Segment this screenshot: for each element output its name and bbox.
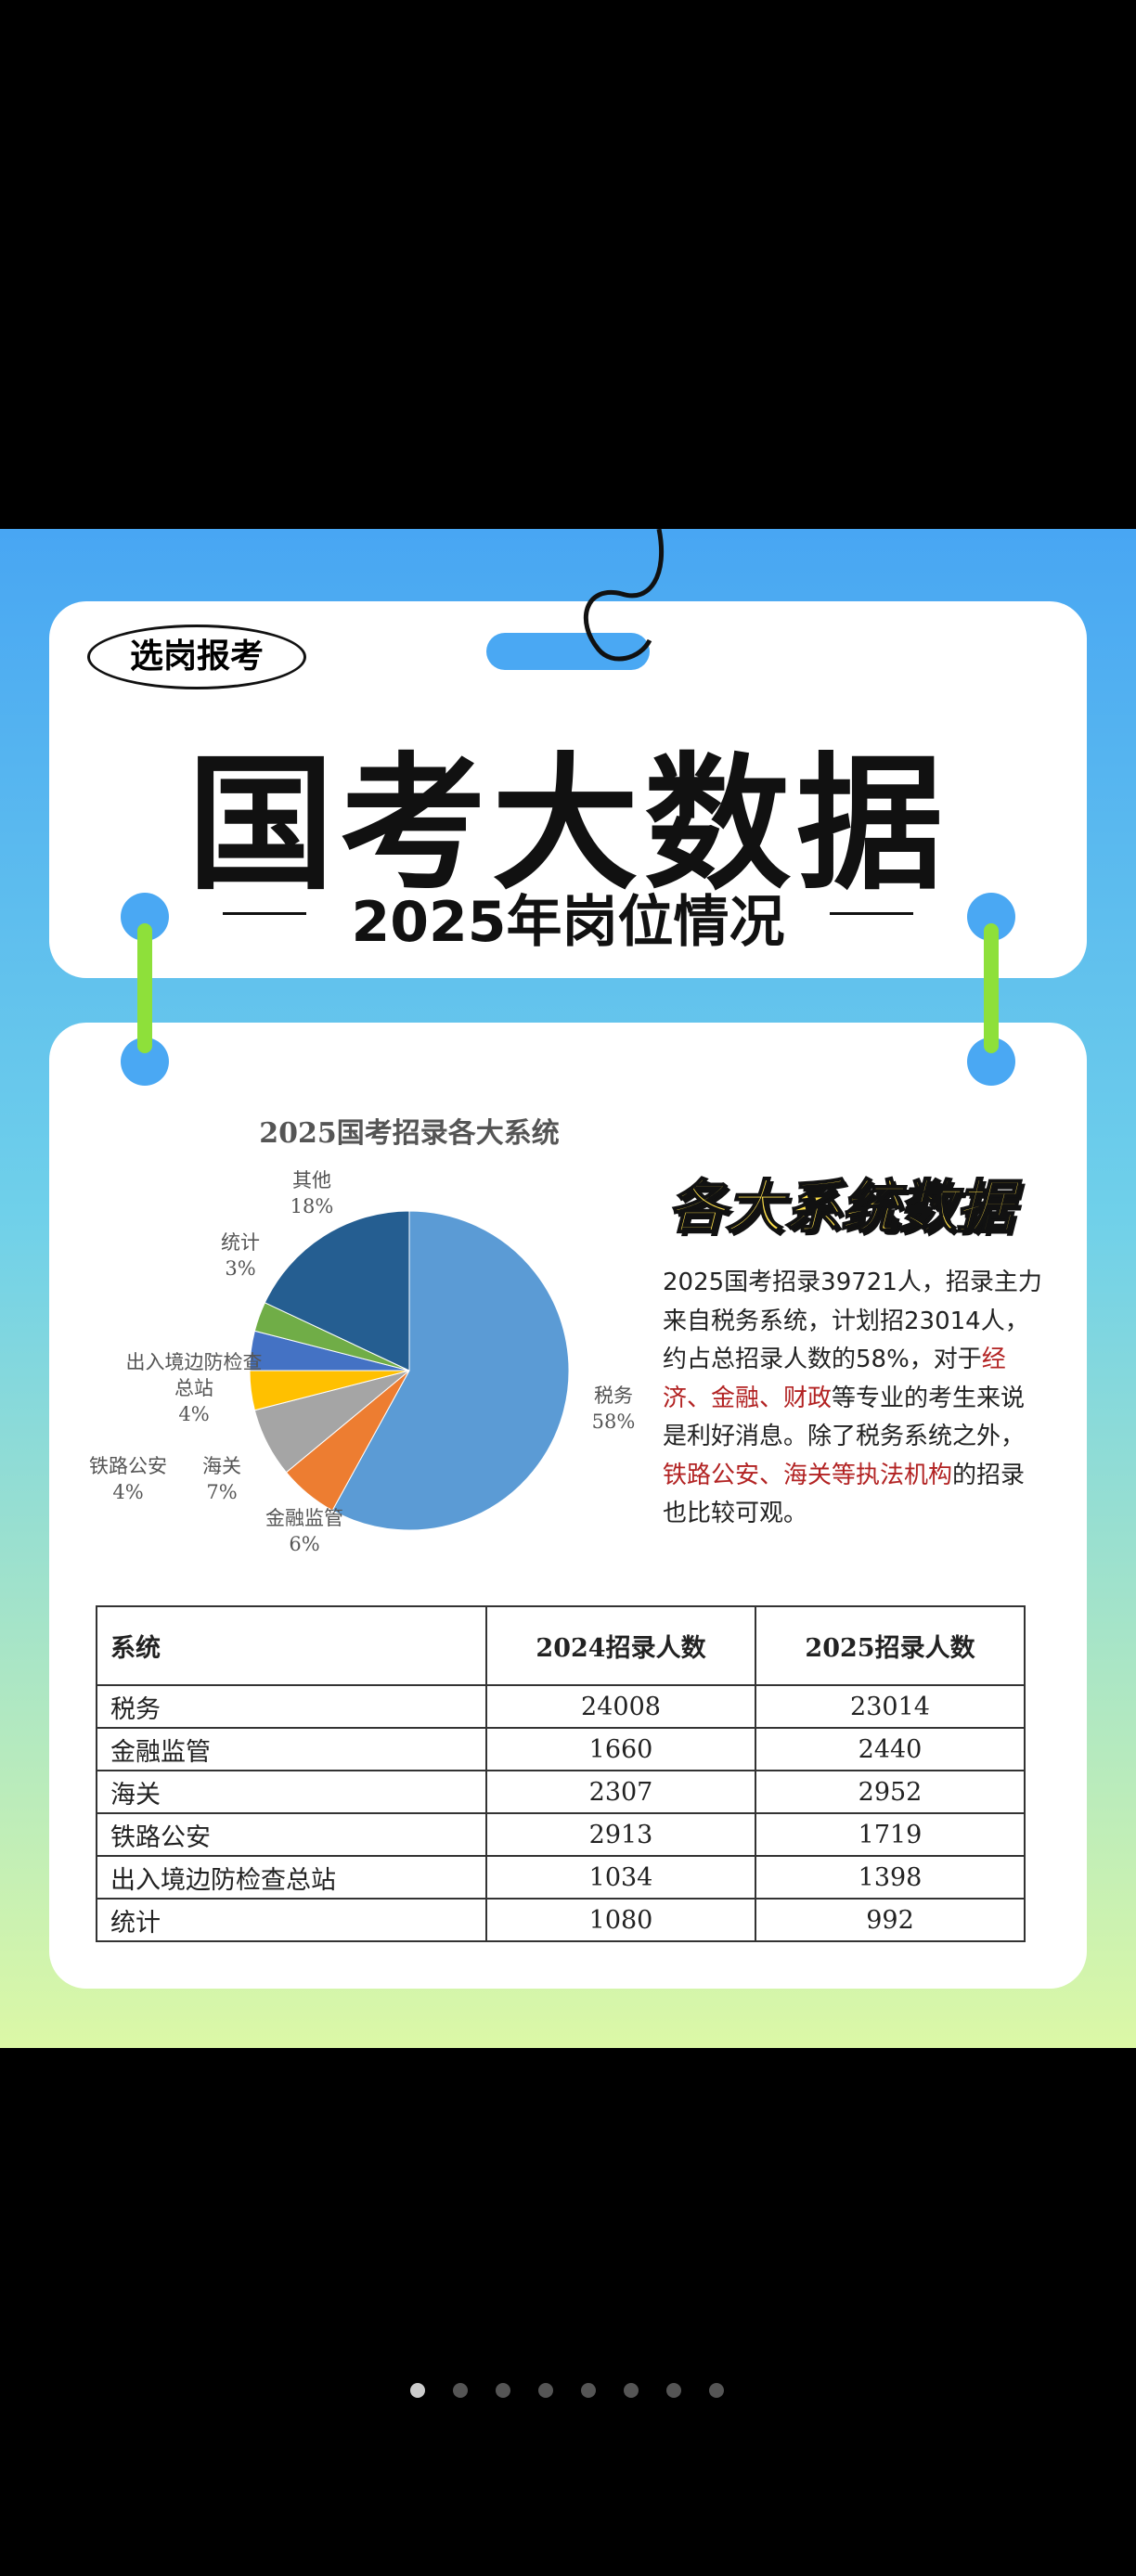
table-cell: 1080	[485, 1898, 756, 1942]
slice-percent: 4%	[178, 1403, 210, 1425]
page-dot	[538, 2383, 553, 2398]
table-cell: 1719	[755, 1812, 1026, 1857]
slice-name: 铁路公安	[89, 1455, 167, 1477]
page-dot	[410, 2383, 425, 2398]
slice-percent: 6%	[289, 1533, 320, 1555]
pie-label: 出入境边防检查总站 4%	[124, 1349, 264, 1427]
table-header: 2024招录人数	[485, 1605, 756, 1686]
slice-percent: 3%	[225, 1257, 256, 1280]
paragraph-segment: 等专业的考生来说是利好消息。除了税务系统之外，	[663, 1384, 1026, 1451]
slice-name: 统计	[221, 1231, 260, 1254]
table-cell: 出入境边防检查总站	[96, 1855, 487, 1900]
table-header: 系统	[96, 1605, 487, 1686]
pie-slice	[264, 1210, 410, 1372]
table-cell: 23014	[755, 1684, 1026, 1729]
table-cell: 1398	[755, 1855, 1026, 1900]
paragraph-segment: 的招录也比较可观。	[663, 1461, 1026, 1528]
pie-label: 金融监管 6%	[265, 1505, 343, 1557]
table-cell: 2913	[485, 1812, 756, 1857]
pie-slice	[331, 1210, 570, 1531]
table-row: 出入境边防检查总站 1034 1398	[96, 1855, 1026, 1900]
slice-name: 税务	[594, 1385, 633, 1407]
rule	[223, 912, 306, 915]
table-cell: 2440	[755, 1727, 1026, 1771]
table-cell: 海关	[96, 1770, 487, 1814]
table-row: 税务 24008 23014	[96, 1684, 1026, 1729]
slice-name: 金融监管	[265, 1507, 343, 1529]
data-table: 系统 2024招录人数 2025招录人数 税务 24008 23014 金融监管 1660 24…	[96, 1605, 1026, 1942]
slice-percent: 18%	[290, 1195, 334, 1217]
paragraph-segment: 2025国考招录39721人，招录主力来自税务系统，计划招23014人，约占总招…	[663, 1269, 1042, 1373]
page-dot	[666, 2383, 681, 2398]
title: 国考大数据	[187, 740, 949, 910]
hanger	[486, 633, 650, 670]
table-row: 统计 1080 992	[96, 1898, 1026, 1942]
slice-name: 出入境边防检查总站	[125, 1351, 263, 1399]
pie-label: 其他 18%	[290, 1167, 334, 1219]
pie-label: 税务 58%	[592, 1383, 636, 1435]
table-cell: 2307	[485, 1770, 756, 1814]
slice-name: 其他	[292, 1169, 331, 1191]
table-cell: 税务	[96, 1684, 487, 1729]
subtitle: 2025年岗位情况	[351, 890, 785, 955]
paragraph-segment: 经济、金融、财政	[663, 1346, 1006, 1412]
pie-label: 统计 3%	[221, 1230, 260, 1282]
section-title: 各大系统数据	[667, 1172, 1014, 1242]
table-cell: 992	[755, 1898, 1026, 1942]
table-row: 金融监管 1660 2440	[96, 1727, 1026, 1771]
table-cell: 2952	[755, 1770, 1026, 1814]
paragraph-segment: 铁路公安、海关等执法机构	[663, 1461, 953, 1489]
page-dot	[496, 2383, 510, 2398]
table-cell: 统计	[96, 1898, 487, 1942]
table-header: 2025招录人数	[755, 1605, 1026, 1686]
table-cell: 1660	[485, 1727, 756, 1771]
slice-percent: 7%	[206, 1481, 238, 1503]
page-dot	[581, 2383, 596, 2398]
slice-percent: 4%	[112, 1481, 144, 1503]
table-row: 铁路公安 2913 1719	[96, 1812, 1026, 1857]
table-cell: 金融监管	[96, 1727, 487, 1771]
page-dot	[624, 2383, 639, 2398]
badge: 选岗报考	[87, 625, 306, 689]
table-cell: 1034	[485, 1855, 756, 1900]
page-dot	[453, 2383, 468, 2398]
table-cell: 24008	[485, 1684, 756, 1729]
chart-title: 2025国考招录各大系统	[259, 1117, 560, 1150]
paragraph: 2025国考招录39721人，招录主力来自税务系统，计划招23014人，约占总招…	[663, 1264, 1049, 1534]
hook	[583, 528, 665, 662]
table-cell: 铁路公安	[96, 1812, 487, 1857]
page-dot	[709, 2383, 724, 2398]
rings	[121, 893, 1015, 1086]
slice-percent: 58%	[591, 1410, 636, 1433]
pie-label: 海关 7%	[202, 1453, 241, 1505]
table-row: 海关 2307 2952	[96, 1770, 1026, 1814]
rule	[830, 912, 913, 915]
pie-label: 铁路公安 4%	[89, 1453, 167, 1505]
slice-name: 海关	[202, 1455, 241, 1477]
